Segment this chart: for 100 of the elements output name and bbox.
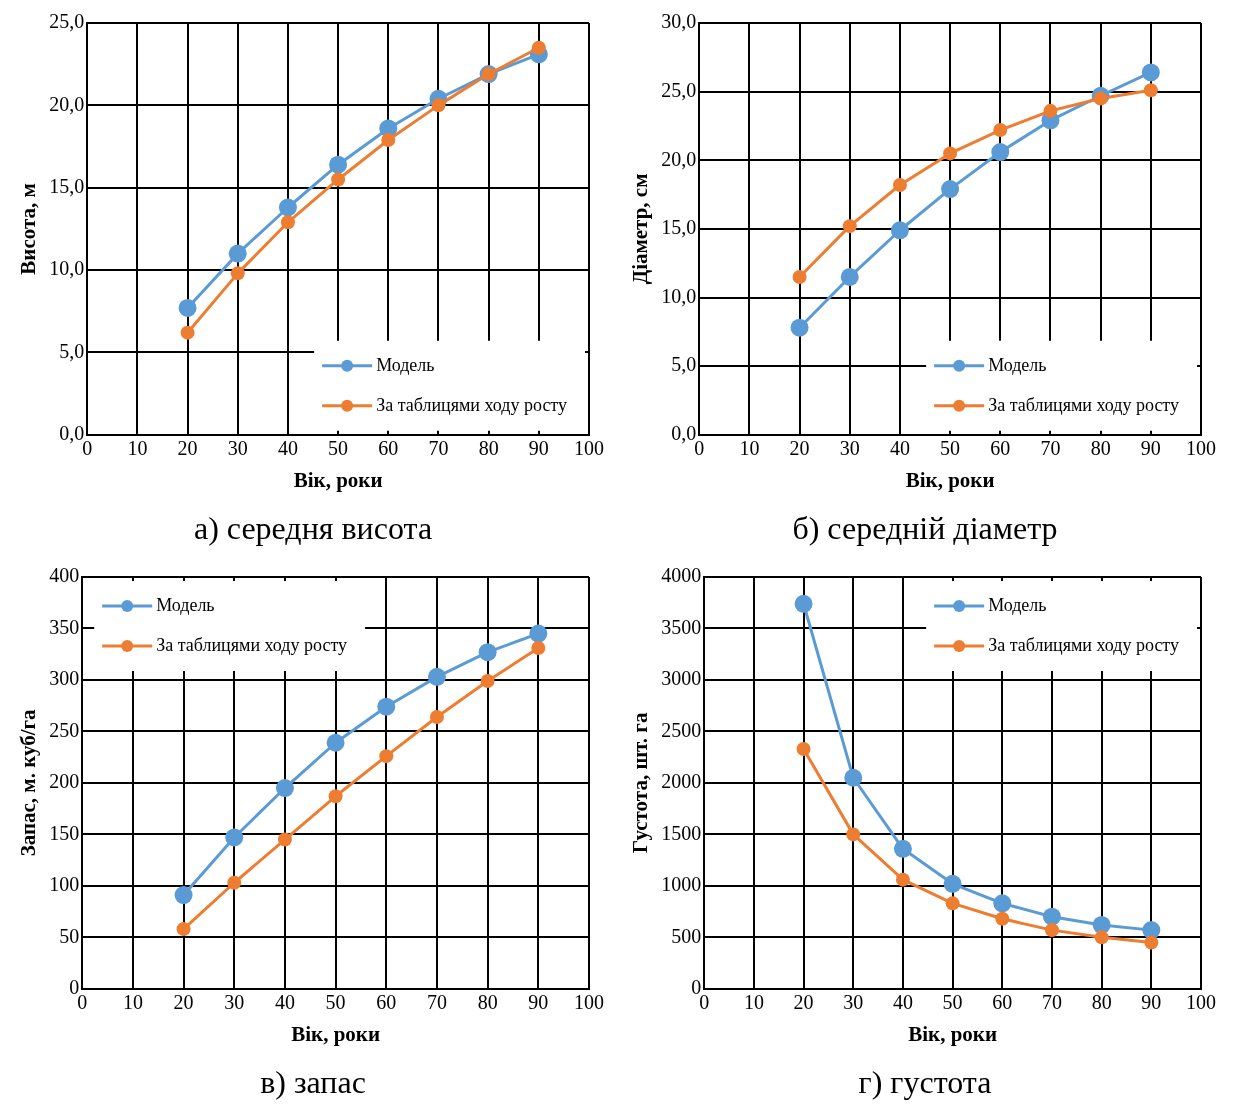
point [275,779,294,798]
x-tick-label: 20 [177,437,198,460]
point [176,922,191,937]
point [842,219,857,234]
point [893,839,912,858]
point [377,697,396,716]
point [1141,63,1160,82]
point [278,198,297,217]
x-tick-label: 100 [574,437,604,460]
x-tick-label: 90 [1140,437,1161,460]
point [790,318,809,337]
y-tick-label: 100 [49,873,80,896]
point [230,266,245,281]
x-tick-label: 40 [889,437,910,460]
y-tick-label: 3000 [661,667,702,690]
y-tick-label: 50 [59,924,80,947]
point [844,768,863,787]
legend-label: Модель [988,354,1047,375]
point [280,215,295,230]
x-tick-label: 80 [1090,437,1111,460]
y-tick-label: 15,0 [49,174,85,197]
point [180,325,195,340]
point [1143,83,1158,98]
point [941,180,960,199]
legend-label: За таблицями ходу росту [988,634,1180,655]
y-axis-title: Діаметр, см [628,173,653,285]
x-tick-label: 50 [328,437,349,460]
x-tick-label: 20 [789,437,810,460]
point [277,832,292,847]
point [326,733,345,752]
y-tick-label: 30,0 [661,10,697,33]
point [890,221,909,240]
point [480,673,495,688]
x-tick-label: 50 [325,991,346,1014]
point [381,132,396,147]
x-tick-label: 30 [224,991,245,1014]
y-tick-label: 2000 [661,770,702,793]
x-tick-label: 80 [478,437,499,460]
point [431,98,446,113]
point [895,872,910,887]
point [478,643,497,662]
y-tick-label: 250 [49,718,80,741]
x-tick-label: 40 [274,991,295,1014]
x-tick-label: 100 [574,991,604,1014]
point [892,177,907,192]
legend-label: Модель [156,594,215,615]
point [993,123,1008,138]
x-tick-label: 30 [843,991,864,1014]
x-axis-title: Вік, роки [293,467,383,492]
x-tick-label: 60 [378,437,399,460]
x-tick-label: 80 [1091,991,1112,1014]
y-tick-label: 1500 [661,821,702,844]
x-tick-label: 10 [743,991,764,1014]
y-tick-label: 350 [49,615,80,638]
text: г) густота [858,1064,992,1102]
y-axis-title: Запас, м. куб/га [16,708,41,857]
point [379,749,394,764]
point [174,886,193,905]
legend-label: За таблицями ходу росту [988,394,1180,415]
point [1144,935,1159,950]
y-tick-label: 1000 [661,873,702,896]
y-tick-label: 20,0 [49,92,85,115]
legend-label: Модель [376,354,435,375]
x-tick-label: 70 [1041,991,1062,1014]
y-tick-label: 25,0 [661,78,697,101]
y-tick-label: 3500 [661,615,702,638]
x-tick-label: 100 [1186,991,1216,1014]
y-axis-title: Густота, шт. га [628,712,653,854]
point [1093,91,1108,106]
y-tick-label: 4000 [661,564,702,587]
point [943,146,958,161]
y-tick-label: 2500 [661,718,702,741]
x-tick-label: 100 [1186,437,1216,460]
x-axis-title: Вік, роки [291,1021,381,1046]
point [991,143,1010,162]
x-tick-label: 70 [428,437,449,460]
x-tick-label: 50 [940,437,961,460]
point [995,911,1010,926]
x-tick-label: 10 [122,991,143,1014]
point [1043,103,1058,118]
x-tick-label: 60 [376,991,397,1014]
y-axis-title: Висота, м [16,183,41,275]
point [945,896,960,911]
legend-label: За таблицями ходу росту [156,634,348,655]
point [531,40,546,55]
y-tick-label: 400 [49,564,80,587]
x-tick-label: 90 [528,991,549,1014]
x-tick-label: 10 [739,437,760,460]
x-tick-label: 90 [1141,991,1162,1014]
x-tick-label: 60 [992,991,1013,1014]
point [329,155,348,174]
y-tick-label: 5,0 [59,339,85,362]
point [529,624,548,643]
point [840,267,859,286]
point [531,641,546,656]
point [331,172,346,187]
x-tick-label: 70 [1040,437,1061,460]
text: а) середня висота [193,510,433,548]
legend-label: Модель [988,594,1047,615]
x-tick-label: 40 [277,437,298,460]
